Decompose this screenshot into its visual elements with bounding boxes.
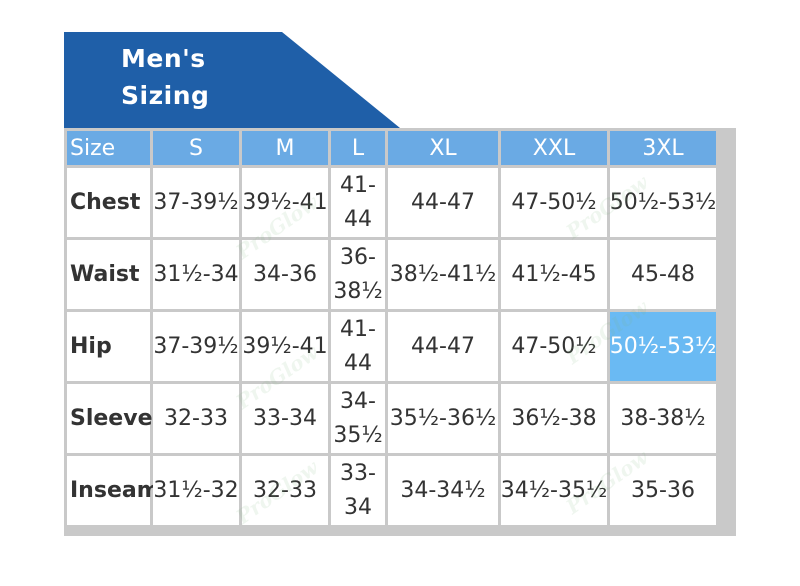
sleeve-s: 32-33 bbox=[153, 384, 242, 456]
sleeve-l: 34-35½ bbox=[331, 384, 388, 456]
header-size: Size bbox=[64, 128, 153, 168]
header-3xl: 3XL bbox=[610, 128, 719, 168]
waist-xxl: 41½-45 bbox=[501, 240, 610, 312]
waist-3xl: 45-48 bbox=[610, 240, 719, 312]
inseam-3xl: 35-36 bbox=[610, 456, 719, 528]
waist-xl: 38½-41½ bbox=[388, 240, 501, 312]
size-chart-table: Size S M L XL XXL 3XL Chest 37-39½ 39½-4… bbox=[64, 128, 736, 536]
sleeve-xxl: 36½-38 bbox=[501, 384, 610, 456]
inseam-xl: 34-34½ bbox=[388, 456, 501, 528]
chest-s: 37-39½ bbox=[153, 168, 242, 240]
header-xxl: XXL bbox=[501, 128, 610, 168]
page-title: Men's Sizing bbox=[121, 40, 209, 114]
row-label-waist: Waist bbox=[64, 240, 153, 312]
waist-m: 34-36 bbox=[242, 240, 331, 312]
waist-s: 31½-34 bbox=[153, 240, 242, 312]
row-label-sleeve: Sleeve bbox=[64, 384, 153, 456]
title-line-1: Men's bbox=[121, 44, 206, 73]
inseam-xxl: 34½-35½ bbox=[501, 456, 610, 528]
hip-l: 41-44 bbox=[331, 312, 388, 384]
row-label-inseam: Inseam bbox=[64, 456, 160, 528]
sleeve-xl: 35½-36½ bbox=[388, 384, 501, 456]
header-xl: XL bbox=[388, 128, 501, 168]
chest-m: 39½-41 bbox=[242, 168, 331, 240]
title-line-2: Sizing bbox=[121, 81, 210, 110]
sleeve-m: 33-34 bbox=[242, 384, 331, 456]
waist-l: 36-38½ bbox=[331, 240, 388, 312]
inseam-s: 31½-32 bbox=[153, 456, 242, 528]
hip-xxl: 47-50½ bbox=[501, 312, 610, 384]
hip-m: 39½-41 bbox=[242, 312, 331, 384]
hip-xl: 44-47 bbox=[388, 312, 501, 384]
row-label-chest: Chest bbox=[64, 168, 153, 240]
row-label-hip: Hip bbox=[64, 312, 153, 384]
title-banner bbox=[64, 32, 400, 128]
inseam-m: 32-33 bbox=[242, 456, 331, 528]
hip-s: 37-39½ bbox=[153, 312, 242, 384]
sleeve-3xl: 38-38½ bbox=[610, 384, 719, 456]
header-l: L bbox=[331, 128, 388, 168]
header-m: M bbox=[242, 128, 331, 168]
chest-xxl: 47-50½ bbox=[501, 168, 610, 240]
chest-xl: 44-47 bbox=[388, 168, 501, 240]
chest-3xl: 50½-53½ bbox=[610, 168, 719, 240]
inseam-l: 33-34 bbox=[331, 456, 388, 528]
header-s: S bbox=[153, 128, 242, 168]
hip-3xl-highlighted: 50½-53½ bbox=[610, 312, 719, 384]
chest-l: 41-44 bbox=[331, 168, 388, 240]
